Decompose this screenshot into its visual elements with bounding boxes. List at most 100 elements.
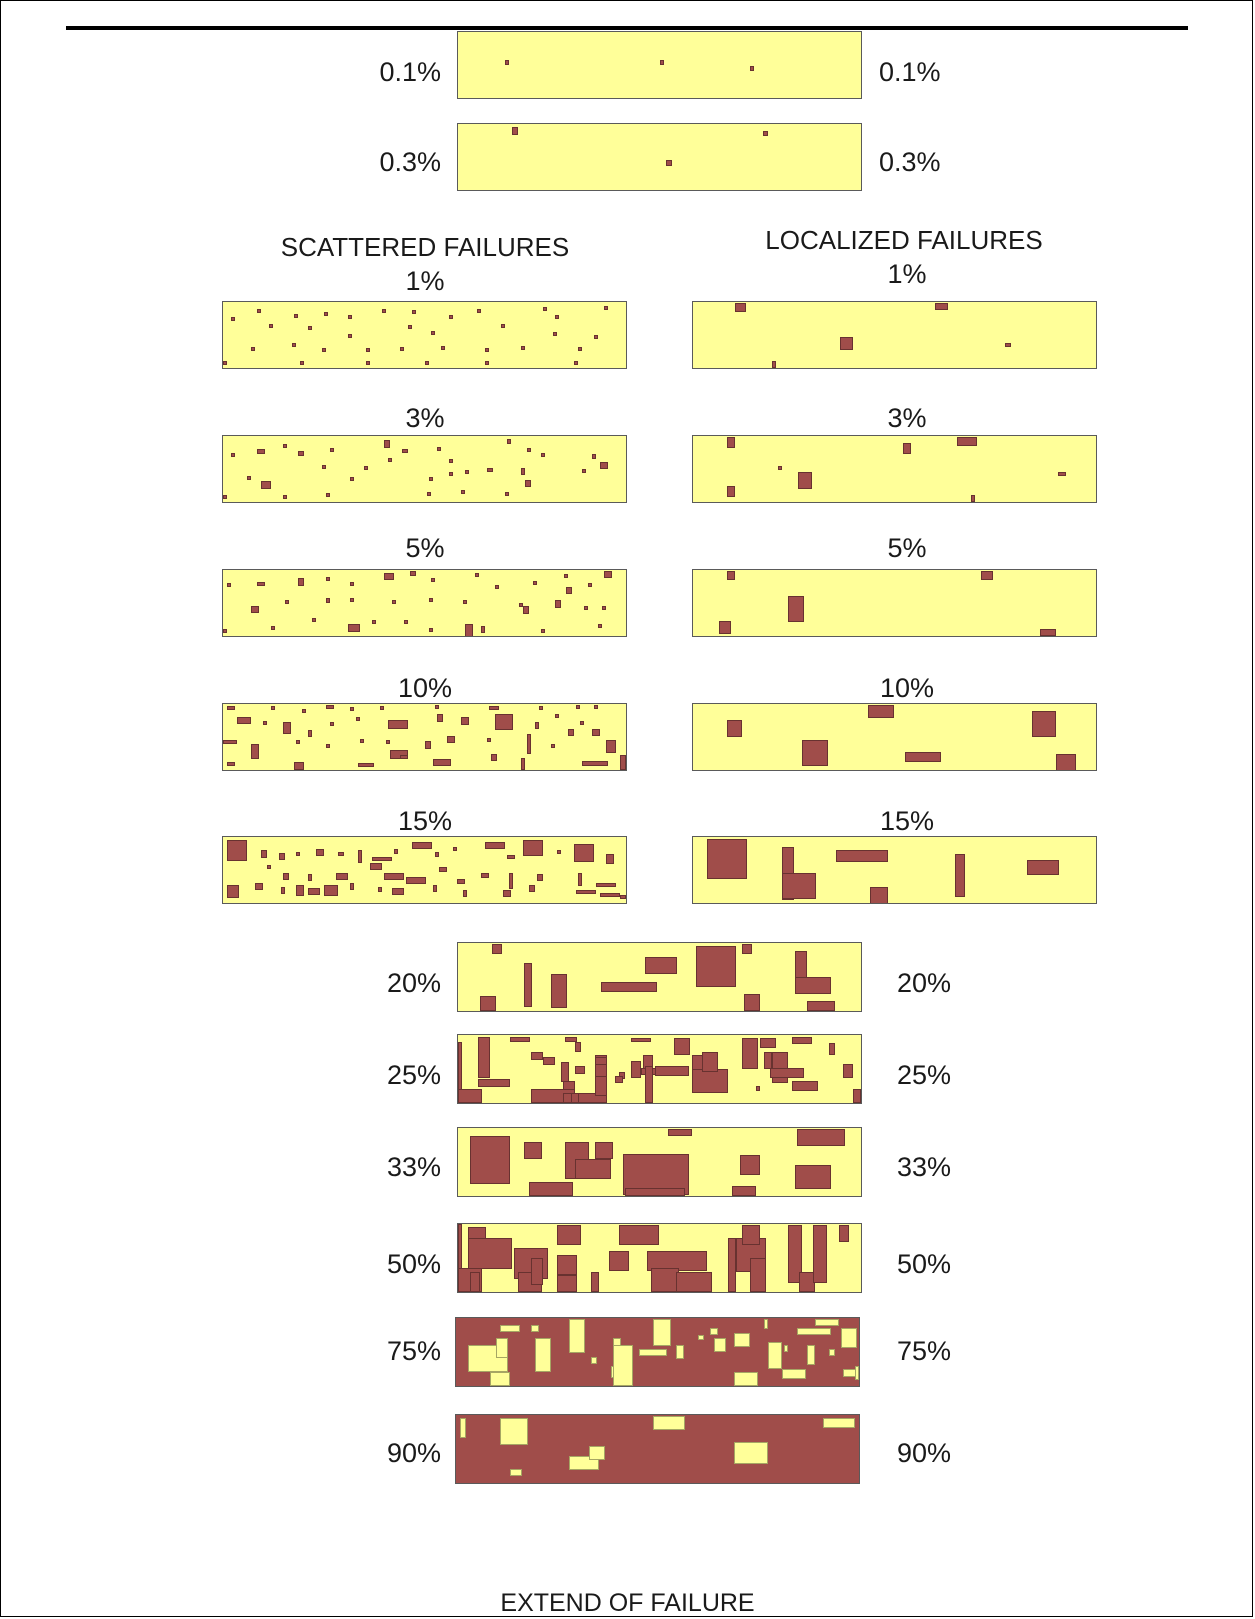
intact-region [496, 1338, 508, 1358]
failure-block [458, 1089, 482, 1103]
failure-block [971, 495, 975, 502]
failure-panel [457, 942, 862, 1012]
failure-block [223, 740, 237, 744]
failure-block [763, 131, 768, 136]
failure-block [631, 1038, 651, 1042]
intact-region [613, 1345, 633, 1386]
failure-block [750, 66, 754, 71]
row-label-right: 0.1% [879, 57, 941, 87]
failure-panel [457, 31, 862, 99]
failure-block [505, 60, 509, 65]
failure-block [283, 722, 291, 734]
intact-region [782, 1369, 806, 1379]
failure-block [903, 443, 911, 454]
failure-block [312, 618, 316, 622]
failure-block [251, 347, 255, 351]
localized-panel [692, 703, 1097, 771]
intact-region [639, 1349, 667, 1356]
failure-block [601, 982, 657, 992]
failure-block [727, 437, 735, 448]
failure-block [384, 440, 390, 448]
failure-block [350, 477, 354, 481]
failure-block [557, 1255, 577, 1275]
failure-block [575, 1066, 585, 1074]
failure-block [384, 873, 404, 880]
failure-block [606, 740, 616, 753]
failure-block [576, 705, 580, 709]
failure-block [702, 1052, 718, 1072]
failure-block [308, 730, 312, 737]
failure-block [326, 744, 330, 748]
failure-block [782, 873, 816, 899]
failure-block [298, 451, 304, 456]
failure-block [326, 493, 330, 497]
failure-block [764, 1052, 772, 1069]
failure-block [557, 1275, 577, 1292]
failure-block [631, 1061, 641, 1078]
failure-block [296, 885, 304, 896]
failure-block [326, 705, 334, 709]
failure-block [507, 439, 511, 444]
failure-block [394, 849, 398, 854]
failure-block [507, 855, 515, 859]
failure-block [271, 626, 275, 630]
failure-block [465, 470, 469, 474]
scattered-panel [222, 836, 627, 904]
failure-block [468, 1238, 512, 1269]
failure-block [408, 325, 412, 329]
failure-block [651, 1268, 679, 1292]
failure-block [727, 486, 735, 497]
failure-block [429, 598, 433, 602]
failure-block [435, 852, 439, 857]
failure-block [372, 620, 376, 624]
failure-block [620, 755, 626, 770]
failure-block [477, 309, 481, 313]
scattered-panel [222, 435, 627, 503]
failure-block [541, 629, 545, 633]
intact-region [710, 1328, 718, 1335]
failure-block [584, 606, 588, 610]
failure-panel [455, 1414, 860, 1484]
intact-region [535, 1338, 551, 1372]
failure-block [551, 974, 567, 1008]
failure-panel [455, 1317, 860, 1387]
intact-region [764, 1319, 768, 1329]
failure-block [453, 847, 457, 851]
failure-block [604, 306, 608, 310]
failure-block [666, 160, 672, 166]
failure-block [674, 1038, 690, 1055]
failure-block [429, 628, 433, 632]
failure-block [668, 1129, 692, 1136]
failure-block [478, 1079, 510, 1087]
failure-block [839, 1225, 849, 1242]
failure-block [595, 1076, 607, 1096]
failure-block [531, 1258, 543, 1285]
failure-block [263, 721, 267, 725]
failure-block [296, 852, 300, 856]
row-label-right: 90% [897, 1438, 952, 1468]
failure-block [600, 462, 608, 469]
failure-block [491, 754, 497, 761]
failure-block [543, 1057, 555, 1065]
failure-block [788, 1225, 802, 1283]
failure-block [531, 1052, 543, 1060]
intact-region [698, 1335, 704, 1340]
intact-region [500, 1418, 528, 1445]
failure-block [302, 709, 306, 713]
failure-block [392, 888, 404, 895]
failure-block [279, 853, 285, 860]
scattered-panel [222, 569, 627, 637]
intact-region [714, 1338, 726, 1352]
failure-block [557, 1225, 581, 1245]
failure-block [437, 714, 443, 722]
failure-block [465, 624, 473, 636]
intact-region [490, 1372, 510, 1386]
intact-region [569, 1319, 585, 1353]
failure-block [227, 840, 247, 861]
intact-region [510, 1469, 522, 1476]
failure-block [551, 744, 555, 748]
failure-block [574, 844, 594, 862]
failure-block [770, 1068, 804, 1078]
failure-panel [457, 1034, 862, 1104]
